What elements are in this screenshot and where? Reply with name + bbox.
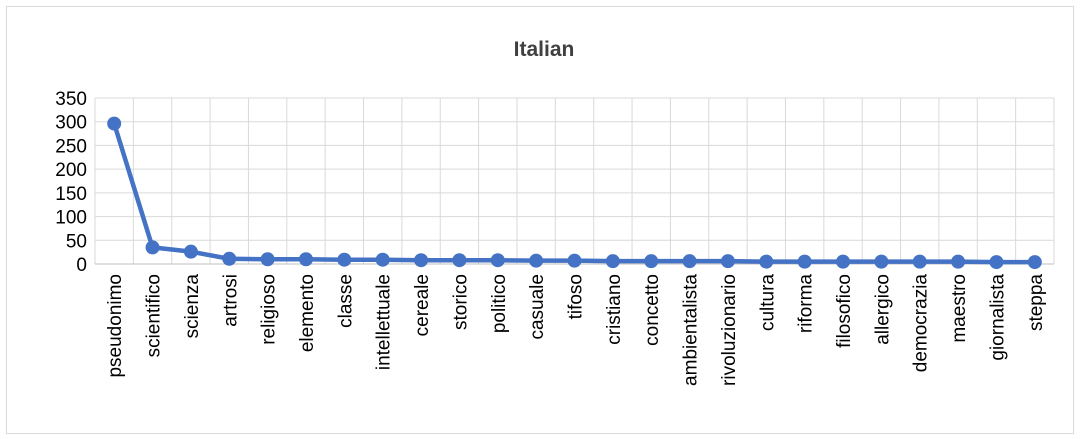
x-category-label: elemento	[297, 274, 318, 352]
data-point	[414, 253, 429, 268]
x-category-label: scienza	[182, 274, 203, 339]
y-tick-label: 0	[76, 255, 87, 276]
x-category-label: giornalista	[987, 274, 1008, 361]
x-category-labels: pseudonimo scientifico scienza artrosi relig…	[105, 274, 1047, 386]
x-category-label: cristiano	[604, 274, 625, 345]
chart-title: Italian	[514, 38, 575, 61]
y-tick-label: 300	[55, 113, 87, 134]
x-category-label: tifoso	[566, 274, 587, 319]
x-category-label: filosofico	[834, 274, 855, 348]
y-tick-label: 100	[55, 208, 87, 229]
data-point	[529, 253, 544, 268]
data-point	[145, 240, 160, 255]
data-point	[720, 254, 735, 269]
y-tick-label: 250	[55, 136, 87, 157]
x-category-label: pseudonimo	[105, 274, 126, 378]
data-point	[222, 251, 237, 266]
data-point	[490, 253, 505, 268]
data-point	[260, 252, 275, 267]
gridlines	[94, 97, 1055, 264]
x-category-label: maestro	[949, 274, 970, 343]
x-category-label: cereale	[412, 274, 433, 336]
data-point	[375, 252, 390, 267]
data-point	[567, 253, 582, 268]
data-point	[452, 253, 467, 268]
x-category-label: casuale	[527, 274, 548, 340]
data-point	[183, 244, 198, 259]
series-layer	[107, 116, 1042, 270]
x-category-label: storico	[450, 274, 471, 330]
data-point	[836, 254, 851, 269]
x-category-label: rivoluzionario	[719, 274, 740, 386]
chart-frame: Italian 0 50 100 150 200 250 300 350 pseudonimo…	[6, 6, 1074, 434]
data-point	[797, 254, 812, 269]
data-point	[989, 255, 1004, 270]
x-category-label: riforma	[796, 274, 817, 334]
data-point	[644, 254, 659, 269]
x-category-label: scientifico	[144, 274, 165, 357]
x-category-label: allergico	[872, 274, 893, 345]
data-point	[298, 252, 313, 267]
y-tick-label: 200	[55, 160, 87, 181]
y-tick-label: 150	[55, 184, 87, 205]
data-point	[874, 254, 889, 269]
x-category-label: steppa	[1026, 274, 1047, 331]
y-tick-label: 50	[66, 231, 87, 252]
x-category-label: intellettuale	[374, 274, 395, 370]
x-category-label: artrosi	[220, 274, 241, 327]
x-category-label: cultura	[757, 274, 778, 331]
data-point	[107, 116, 122, 131]
data-point	[1027, 255, 1042, 270]
data-point	[605, 254, 620, 269]
x-category-label: concetto	[642, 274, 663, 346]
x-category-label: ambientalista	[681, 274, 702, 386]
data-point	[912, 254, 927, 269]
x-category-label: religioso	[259, 274, 280, 345]
y-tick-label: 350	[55, 89, 87, 110]
data-point	[759, 254, 774, 269]
data-point	[682, 254, 697, 269]
data-point	[337, 252, 352, 267]
x-category-label: democrazia	[911, 274, 932, 373]
data-point	[951, 254, 966, 269]
x-category-label: politico	[489, 274, 510, 333]
x-category-label: classe	[335, 274, 356, 328]
